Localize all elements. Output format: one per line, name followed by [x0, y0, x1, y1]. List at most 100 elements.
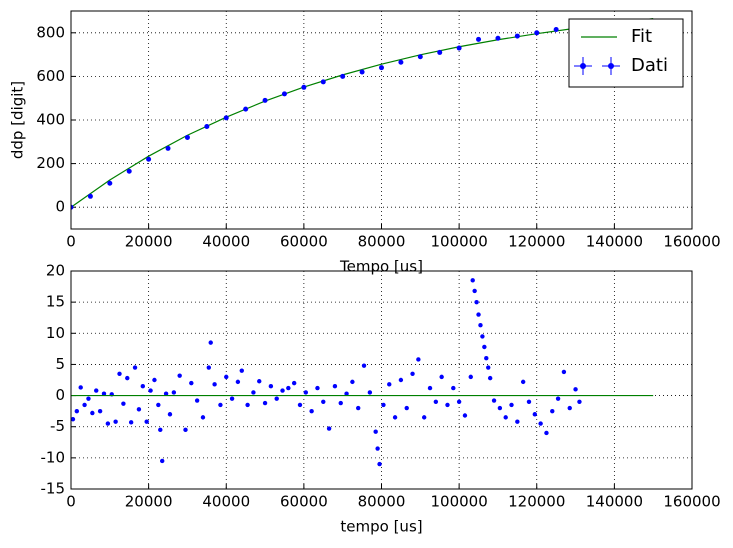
residual-point: [462, 413, 468, 418]
data-point: [495, 35, 501, 41]
residual-point: [544, 430, 549, 436]
residual-point: [567, 405, 572, 411]
residual-point: [509, 402, 514, 408]
x-tick-label: 80000: [358, 493, 406, 511]
residual-point: [550, 408, 555, 414]
residual-point: [421, 415, 427, 420]
legend: Fit Dati: [568, 18, 684, 88]
residual-point: [433, 399, 439, 404]
data-point: [379, 65, 384, 71]
residual-point: [484, 356, 489, 361]
residual-point: [245, 402, 250, 408]
residual-point: [573, 387, 578, 392]
x-axis-label: tempo [us]: [340, 518, 422, 536]
residual-point: [377, 461, 382, 467]
legend-label: Dati: [631, 55, 668, 76]
residual-point: [121, 401, 126, 406]
residual-point: [332, 384, 338, 389]
residual-point: [482, 344, 487, 350]
y-tick-label: 600: [36, 67, 65, 85]
y-tick-label: 400: [36, 111, 65, 129]
residual-point: [470, 278, 475, 283]
residual-point: [474, 299, 479, 305]
residual-point: [561, 369, 567, 375]
residual-point: [152, 377, 157, 383]
residual-point: [286, 385, 291, 391]
data-point: [476, 36, 482, 42]
residual-point: [478, 322, 483, 328]
legend-box: [568, 18, 684, 88]
residual-point: [280, 388, 285, 393]
residual-point: [194, 398, 200, 403]
residual-point: [158, 427, 163, 433]
x-axis-label: Tempo [us]: [339, 258, 423, 276]
residual-point: [468, 374, 473, 380]
plot-area: [71, 18, 654, 210]
y-tick-label: -15: [41, 480, 66, 498]
data-point: [262, 97, 268, 103]
residual-point: [427, 385, 433, 391]
data-point: [417, 54, 423, 60]
residual-point: [476, 312, 481, 317]
residual-point: [416, 357, 421, 362]
residual-point: [274, 396, 279, 401]
y-tick-label: -5: [50, 417, 65, 435]
residual-point: [78, 385, 83, 390]
x-tick-label: 40000: [202, 233, 250, 251]
residual-point: [200, 415, 206, 420]
y-tick-label: 0: [55, 386, 65, 404]
residual-point: [171, 390, 177, 395]
x-tick-label: 140000: [586, 493, 643, 511]
residual-point: [291, 380, 297, 386]
y-tick-label: 200: [36, 154, 65, 172]
residual-point: [257, 379, 262, 384]
x-tick-label: 120000: [508, 493, 565, 511]
residual-point: [297, 402, 303, 408]
x-tick-label: 20000: [125, 493, 173, 511]
data-point: [165, 145, 171, 151]
residual-point: [392, 415, 398, 420]
residual-point: [156, 402, 161, 408]
residual-point: [326, 426, 332, 431]
x-tick-label: 0: [66, 493, 76, 511]
residual-point: [309, 408, 314, 414]
residual-point: [404, 405, 409, 411]
residual-point: [229, 396, 235, 401]
residual-point: [491, 398, 497, 403]
legend-swatch: [608, 63, 614, 69]
legend-label: Fit: [631, 26, 652, 47]
residual-point: [167, 412, 173, 417]
x-tick-label: 60000: [280, 233, 328, 251]
data-point: [359, 69, 365, 75]
residual-point: [90, 410, 95, 416]
y-tick-label: 10: [46, 324, 65, 342]
data-point: [534, 30, 540, 36]
residual-point: [218, 402, 223, 408]
x-tick-label: 0: [66, 233, 76, 251]
y-tick-label: 15: [46, 293, 65, 311]
residual-point: [367, 390, 373, 395]
residual-point: [373, 429, 378, 434]
data-point: [243, 106, 249, 112]
residual-point: [268, 384, 274, 389]
x-tick-label: 40000: [202, 493, 250, 511]
residual-point: [94, 388, 99, 393]
residual-point: [140, 384, 146, 389]
residual-point: [163, 391, 169, 396]
residual-point: [262, 400, 268, 406]
residual-point: [497, 405, 503, 411]
data-point: [71, 204, 74, 210]
residual-point: [113, 419, 118, 424]
y-tick-label: 800: [36, 23, 65, 41]
residual-point: [148, 388, 153, 393]
y-tick-label: 5: [55, 355, 65, 373]
data-point: [320, 79, 326, 85]
residual-point: [132, 365, 138, 370]
residual-point: [338, 400, 343, 406]
residual-point: [398, 377, 404, 383]
residual-point: [212, 382, 217, 387]
residual-point: [239, 368, 244, 373]
data-point: [437, 49, 443, 55]
